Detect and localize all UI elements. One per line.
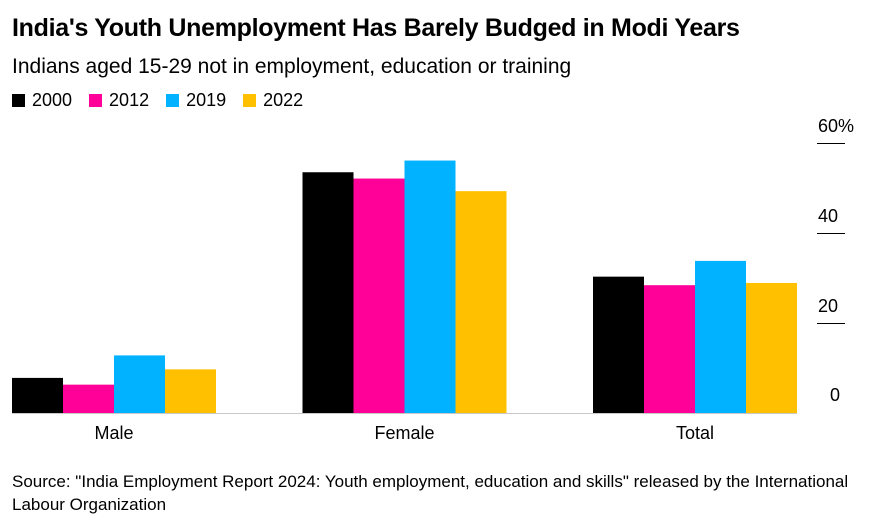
bar-female-2019 xyxy=(404,160,456,413)
bar-chart: Male Female Total 0 20 40 60% xyxy=(12,116,854,443)
bar-male-2000 xyxy=(12,377,63,413)
y-tick-label-40: 40 xyxy=(818,206,838,226)
legend: 2000 2012 2019 2022 xyxy=(12,90,320,111)
legend-swatch-2019 xyxy=(166,94,180,107)
legend-item-2012: 2012 xyxy=(89,90,149,111)
bar-total-2012 xyxy=(644,285,695,413)
x-tick-label-total: Total xyxy=(676,423,714,443)
bar-total-2022 xyxy=(746,282,797,413)
bar-male-2019 xyxy=(114,355,165,413)
legend-label-2022: 2022 xyxy=(263,90,304,110)
bar-female-2000 xyxy=(302,172,354,413)
x-tick-label-male: Male xyxy=(94,423,133,443)
legend-item-2019: 2019 xyxy=(166,90,226,111)
legend-item-2000: 2000 xyxy=(12,90,72,111)
legend-label-2019: 2019 xyxy=(186,90,227,110)
y-tick-label-20: 20 xyxy=(818,296,838,316)
chart-subtitle: Indians aged 15-29 not in employment, ed… xyxy=(12,55,572,78)
legend-label-2000: 2000 xyxy=(32,90,73,110)
bar-female-2012 xyxy=(353,178,405,413)
x-tick-label-female: Female xyxy=(374,423,434,443)
bar-female-2022 xyxy=(455,191,507,413)
bar-total-2019 xyxy=(695,260,746,413)
bar-male-2012 xyxy=(63,384,114,413)
legend-swatch-2022 xyxy=(243,94,257,107)
legend-swatch-2000 xyxy=(12,94,25,107)
bar-total-2000 xyxy=(593,276,644,413)
bar-male-2022 xyxy=(165,369,216,413)
y-tick-label-0: 0 xyxy=(830,385,840,405)
source-note: Source: "India Employment Report 2024: Y… xyxy=(12,472,849,514)
legend-swatch-2012 xyxy=(89,94,103,107)
chart-title: India's Youth Unemployment Has Barely Bu… xyxy=(12,14,740,42)
legend-item-2022: 2022 xyxy=(243,90,303,111)
y-tick-label-60: 60% xyxy=(818,116,854,136)
legend-label-2012: 2012 xyxy=(109,90,150,110)
